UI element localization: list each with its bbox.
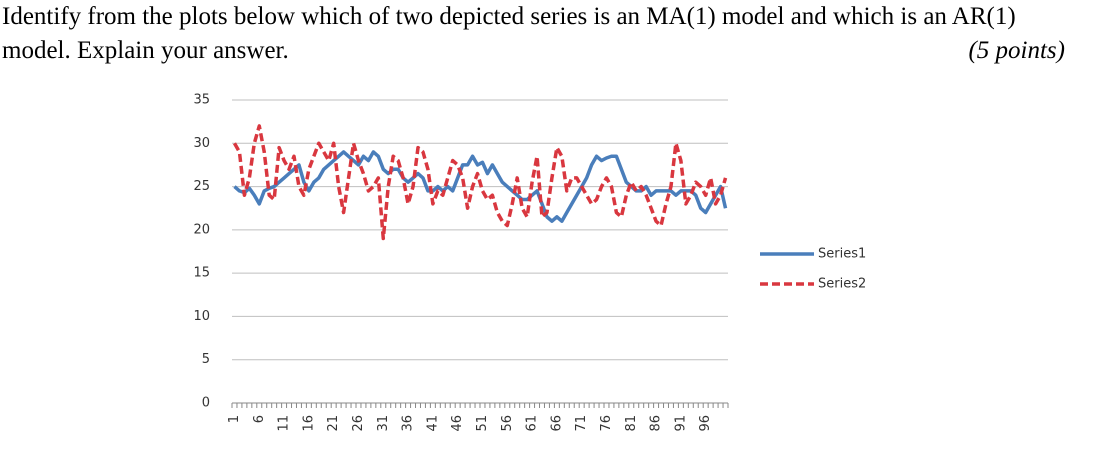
x-tick-label: 46 — [450, 415, 465, 432]
legend-label: Series2 — [818, 277, 866, 292]
question-text: Identify from the plots below which of t… — [2, 3, 1016, 64]
y-tick-label: 30 — [193, 136, 210, 151]
y-tick-label: 15 — [193, 266, 210, 281]
x-tick-label: 81 — [624, 415, 639, 432]
x-tick-label: 96 — [698, 415, 713, 432]
x-tick-label: 26 — [351, 415, 366, 432]
points: (5 points) — [968, 37, 1065, 64]
legend-label: Series1 — [818, 247, 866, 262]
x-tick-label: 21 — [326, 415, 341, 432]
y-tick-label: 10 — [193, 309, 210, 324]
y-tick-label: 0 — [202, 396, 210, 411]
x-tick-label: 71 — [574, 415, 589, 432]
x-tick-label: 66 — [549, 415, 564, 432]
x-tick-label: 36 — [401, 415, 416, 432]
x-tick-label: 86 — [649, 415, 664, 432]
y-tick-label: 20 — [193, 222, 210, 237]
x-tick-label: 6 — [252, 415, 267, 423]
x-tick-label: 41 — [425, 415, 440, 432]
x-tick-label: 11 — [277, 415, 292, 432]
y-tick-label: 25 — [193, 179, 210, 194]
y-tick-label: 35 — [193, 93, 210, 108]
x-tick-label: 76 — [599, 415, 614, 432]
x-tick-label: 56 — [500, 415, 515, 432]
series-line — [232, 124, 728, 241]
y-tick-label: 5 — [202, 352, 210, 367]
x-tick-label: 61 — [525, 415, 540, 432]
x-tick-label: 31 — [376, 415, 391, 432]
x-tick-label: 91 — [673, 415, 688, 432]
x-tick-label: 1 — [227, 415, 242, 423]
x-tick-label: 16 — [301, 415, 316, 432]
x-tick-label: 51 — [475, 415, 490, 432]
